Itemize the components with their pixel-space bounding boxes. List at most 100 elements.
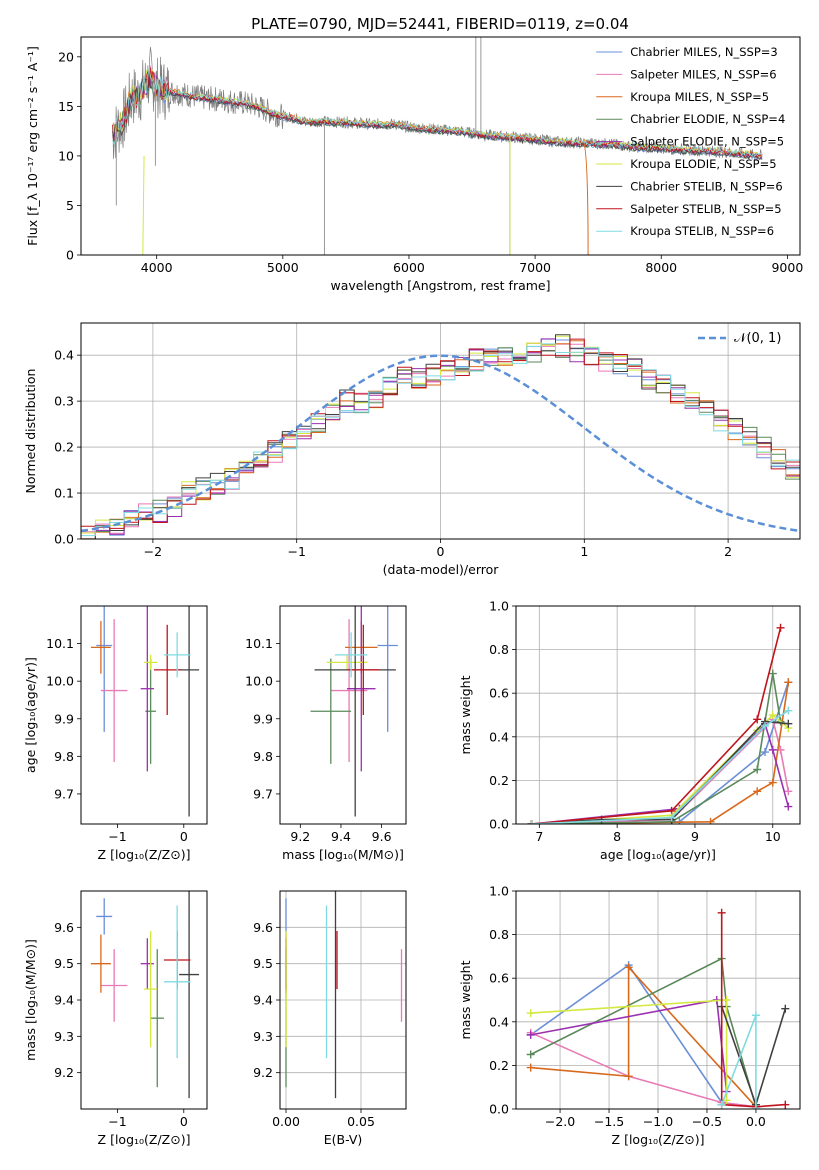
series-line — [531, 682, 790, 824]
model-spectrum-line — [112, 67, 763, 159]
errorbar-point — [100, 619, 128, 762]
y-axis-label: age [log₁₀(age/yr)] — [23, 657, 38, 773]
y-tick-label: 0.8 — [489, 927, 509, 942]
plus-marker — [784, 787, 793, 796]
histogram-step — [81, 343, 800, 537]
plus-marker — [784, 706, 793, 715]
x-tick-label: 9.2 — [290, 829, 310, 844]
x-tick-label: 0.0 — [746, 1114, 766, 1129]
plus-marker — [781, 1100, 790, 1109]
x-axis-label: E(B-V) — [324, 1132, 363, 1147]
errorbar-point — [179, 891, 200, 1099]
y-tick-label: 0 — [66, 248, 74, 263]
legend-label: Salpeter MILES, N_SSP=6 — [630, 67, 776, 81]
axes-frame — [80, 322, 801, 540]
plus-marker — [751, 1105, 760, 1109]
panel-mass-weight-vs-age: 7 8 9 10 0.0 0.2 0.4 0.6 0.8 1.0 age [log₁₀(age/yr… — [458, 599, 801, 862]
x-tick-label: 7000 — [519, 260, 551, 275]
errorbar-point — [140, 606, 154, 772]
errorbar-point — [347, 624, 380, 715]
model-edge — [582, 141, 589, 255]
y-tick-label: 10 — [58, 148, 74, 163]
plus-marker — [781, 1004, 790, 1013]
plus-marker — [753, 715, 762, 724]
x-tick-label: 9000 — [771, 260, 803, 275]
plot-area — [280, 891, 406, 1109]
plus-marker — [753, 765, 762, 774]
x-tick-label: 2 — [724, 544, 732, 559]
plus-marker — [784, 719, 793, 728]
normal-curve — [81, 354, 800, 533]
errorbar-point — [334, 632, 368, 678]
y-tick-label: 9.5 — [54, 956, 74, 971]
y-tick-label: 10.0 — [46, 674, 74, 689]
y-tick-label: 9.4 — [253, 993, 273, 1008]
y-tick-label: 0.4 — [489, 729, 509, 744]
x-tick-label: −0.5 — [692, 1114, 722, 1129]
x-tick-label: 10 — [765, 829, 781, 844]
panel-mass-vs-EBV: 0.00 0.05 9.2 9.3 9.4 9.5 9.6 E(B-V) — [253, 890, 407, 1147]
plus-marker — [667, 813, 676, 822]
x-tick-label: −1.0 — [643, 1114, 673, 1129]
x-tick-label: 6000 — [393, 260, 425, 275]
y-tick-label: 10.1 — [46, 636, 74, 651]
y-tick-label: 0.0 — [489, 1102, 509, 1117]
errorbar-point — [163, 905, 191, 1059]
x-tick-label: −1 — [287, 544, 305, 559]
panel-age-vs-mass: 9.2 9.4 9.6 9.7 9.8 9.9 10.0 10.1 mass [log₁₀(M/… — [245, 605, 407, 862]
errorbar-point — [144, 930, 158, 1048]
x-tick-label: 0 — [180, 829, 188, 844]
plot-area — [516, 606, 800, 824]
y-tick-label: 9.2 — [253, 1065, 273, 1080]
errorbar-point — [326, 654, 368, 670]
y-tick-label: 0.0 — [54, 532, 74, 547]
plot-area — [516, 891, 800, 1109]
x-tick-label: 0 — [437, 544, 445, 559]
x-axis-label: wavelength [Angstrom, rest frame] — [330, 278, 550, 293]
x-tick-label: 9 — [691, 829, 699, 844]
panels: 4000 5000 6000 7000 8000 900005101520waveleng… — [23, 36, 803, 1147]
x-tick-label: 9.4 — [331, 829, 351, 844]
errorbar-point — [179, 606, 200, 817]
plus-marker — [784, 678, 793, 687]
histogram-step — [81, 334, 800, 539]
y-tick-label: 15 — [58, 99, 74, 114]
y-tick-label: 0.2 — [54, 440, 74, 455]
x-tick-label: −2.0 — [545, 1114, 575, 1129]
y-axis-label: mass weight — [458, 960, 473, 1039]
axes-frame — [80, 605, 208, 825]
x-tick-label: 8000 — [645, 260, 677, 275]
legend: 𝒩(0, 1) — [698, 331, 781, 346]
axes-frame — [279, 890, 407, 1110]
errorbar-point — [150, 949, 164, 1088]
axes-frame — [515, 605, 801, 825]
series-line — [531, 682, 790, 824]
series-line — [530, 965, 757, 1108]
model-spectrum-line — [112, 70, 763, 160]
plot-area — [81, 323, 800, 539]
x-tick-label: 0.05 — [347, 1114, 375, 1129]
y-tick-label: 9.7 — [253, 786, 273, 801]
axes-frame — [515, 890, 801, 1110]
x-tick-label: 7 — [535, 829, 543, 844]
plus-marker — [768, 711, 777, 719]
errorbar-point — [377, 606, 398, 732]
x-axis-label: Z [log₁₀(Z/Z⊙)] — [98, 847, 191, 862]
x-tick-label: −1 — [108, 1114, 126, 1129]
legend-label: Chabrier MILES, N_SSP=3 — [630, 45, 777, 59]
x-tick-label: 0 — [180, 1114, 188, 1129]
plus-marker — [527, 820, 536, 824]
x-axis-label: mass [log₁₀(M/M⊙)] — [282, 847, 404, 862]
y-tick-label: 10.1 — [245, 636, 273, 651]
x-tick-label: −1 — [108, 829, 126, 844]
panel-mass-vs-Z: −1 0 9.2 9.3 9.4 9.5 9.6 Z [log₁₀(Z/Z⊙)] mass [l… — [23, 890, 208, 1147]
panel-age-vs-Z: −1 0 9.7 9.8 9.9 10.0 10.1 Z [log₁₀(Z/Z⊙)] age [… — [23, 605, 208, 862]
histogram-step — [81, 343, 800, 534]
legend: Chabrier MILES, N_SSP=3 Salpeter MILES, N… — [596, 45, 785, 238]
plus-marker — [760, 748, 769, 757]
y-tick-label: 0.6 — [489, 686, 509, 701]
model-edge — [142, 155, 145, 255]
y-tick-label: 9.6 — [54, 920, 74, 935]
legend-label: 𝒩(0, 1) — [734, 331, 781, 346]
